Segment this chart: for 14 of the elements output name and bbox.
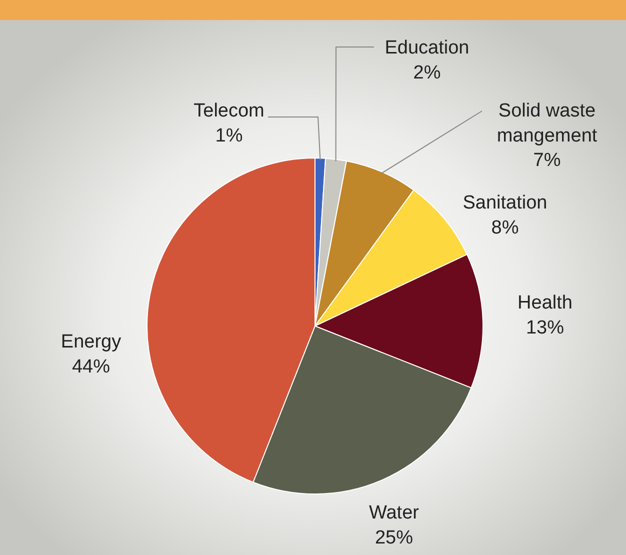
data-label: 7% bbox=[533, 150, 561, 172]
data-label: 25% bbox=[374, 527, 414, 548]
slice-label: Water bbox=[369, 502, 420, 524]
slice-label: Solid waste mangement bbox=[496, 100, 598, 146]
slice-label: Sanitation bbox=[462, 192, 548, 214]
slice-label: Energy bbox=[60, 332, 122, 353]
data-label: 44% bbox=[72, 356, 110, 378]
data-label: 2% bbox=[413, 62, 441, 84]
slice-label: Education bbox=[384, 38, 470, 59]
data-label: 13% bbox=[526, 317, 564, 338]
slice-label: Telecom bbox=[194, 100, 264, 122]
slice-label: Health bbox=[518, 292, 572, 314]
data-label: 8% bbox=[491, 217, 519, 238]
data-label: 1% bbox=[215, 125, 243, 146]
